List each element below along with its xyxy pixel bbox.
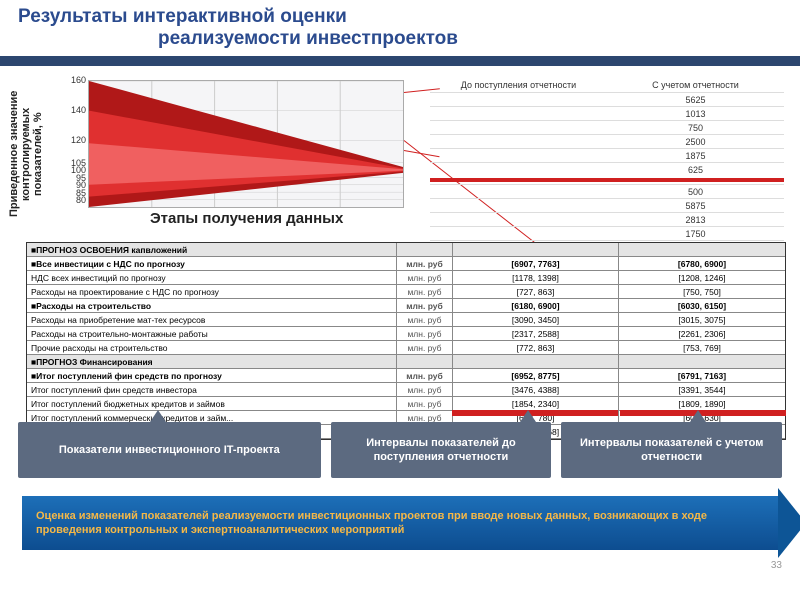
row-v2: [1208, 1246] (619, 271, 785, 284)
table-row: Расходы на приобретение мат-тех ресурсов… (27, 313, 785, 327)
red-divider (430, 178, 784, 182)
row-name: ■Расходы на строительство (27, 299, 397, 312)
table-row: Итог поступлений бюджетных кредитов и за… (27, 397, 785, 411)
row-name: Прочие расходы на строительство (27, 341, 397, 354)
row-name: НДС всех инвестиций по прогнозу (27, 271, 397, 284)
table-row: Расходы на строительно-монтажные работым… (27, 327, 785, 341)
callout-3: Интервалы показателей с учетом отчетност… (561, 422, 782, 478)
table-row: ■ПРОГНОЗ Финансирования (27, 355, 785, 369)
table-row: ■Итог поступлений фин средств по прогноз… (27, 369, 785, 383)
y-tick: 120 (68, 135, 86, 145)
row-name: Итог поступлений фин средств инвестора (27, 383, 397, 396)
y-axis-label: Приведенное значение контролируемых пока… (8, 84, 22, 224)
row-unit: млн. руб (397, 327, 453, 340)
right-col-head-1: До поступления отчетности (430, 78, 607, 92)
table-row: Расходы на проектирование с НДС по прогн… (27, 285, 785, 299)
row-v2: [6791, 7163] (619, 369, 785, 382)
row-v2: [6030, 6150] (619, 299, 785, 312)
title-line1: Результаты интерактивной оценки (18, 6, 782, 28)
right-row: 1013 (430, 106, 784, 120)
callout-pointer (150, 410, 166, 422)
right-row: 1875 (430, 148, 784, 162)
right-row: 5875 (430, 198, 784, 212)
row-unit (397, 243, 453, 256)
row-unit: млн. руб (397, 383, 453, 396)
callout-pointer (520, 410, 536, 422)
page-number: 33 (771, 560, 782, 571)
row-v2: [2261, 2306] (619, 327, 785, 340)
row-unit: млн. руб (397, 369, 453, 382)
row-v1: [772, 863] (453, 341, 619, 354)
row-unit: млн. руб (397, 341, 453, 354)
row-v1: [6180, 6900] (453, 299, 619, 312)
table-row: Прочие расходы на строительствомлн. руб[… (27, 341, 785, 355)
row-name: Расходы на приобретение мат-тех ресурсов (27, 313, 397, 326)
row-v1: [6952, 8775] (453, 369, 619, 382)
right-row: 625 (430, 162, 784, 176)
callout-2: Интервалы показателей до поступления отч… (331, 422, 552, 478)
table-row: НДС всех инвестиций по прогнозумлн. руб[… (27, 271, 785, 285)
fan-chart (88, 80, 404, 208)
row-unit: млн. руб (397, 257, 453, 270)
bottom-arrow: Оценка изменений показателей реализуемос… (22, 496, 778, 550)
row-name: Расходы на строительно-монтажные работы (27, 327, 397, 340)
row-v2 (619, 355, 785, 368)
right-row: 2500 (430, 134, 784, 148)
y-tick: 140 (68, 105, 86, 115)
row-v2: [1809, 1890] (619, 397, 785, 410)
row-v1: [1178, 1398] (453, 271, 619, 284)
row-name: ■Итог поступлений фин средств по прогноз… (27, 369, 397, 382)
header-band (0, 56, 800, 66)
row-name: Итог поступлений бюджетных кредитов и за… (27, 397, 397, 410)
stage-label: Этапы получения данных (150, 210, 343, 227)
y-tick: 160 (68, 75, 86, 85)
row-v1: [6907, 7763] (453, 257, 619, 270)
row-v1 (453, 243, 619, 256)
row-v2: [6780, 6900] (619, 257, 785, 270)
y-tick: 105 (68, 158, 86, 168)
row-name: ■ПРОГНОЗ Финансирования (27, 355, 397, 368)
table-row: ■Расходы на строительствомлн. руб[6180, … (27, 299, 785, 313)
right-row: 500 (430, 184, 784, 198)
row-unit (397, 355, 453, 368)
row-v2: [3391, 3544] (619, 383, 785, 396)
title: Результаты интерактивной оценки реализуе… (0, 0, 800, 52)
row-unit: млн. руб (397, 299, 453, 312)
row-name: ■ПРОГНОЗ ОСВОЕНИЯ капвложений (27, 243, 397, 256)
right-row: 2813 (430, 212, 784, 226)
row-v2: [753, 769] (619, 341, 785, 354)
title-line2: реализуемости инвестпроектов (158, 28, 782, 50)
callout-1: Показатели инвестиционного IT-проекта (18, 422, 321, 478)
table-row: ■Все инвестиции с НДС по прогнозумлн. ру… (27, 257, 785, 271)
row-v2 (619, 243, 785, 256)
table-row: Итог поступлений фин средств инвесторамл… (27, 383, 785, 397)
row-v1: [727, 863] (453, 285, 619, 298)
row-v1: [3476, 4388] (453, 383, 619, 396)
row-unit: млн. руб (397, 313, 453, 326)
row-unit: млн. руб (397, 397, 453, 410)
callouts: Показатели инвестиционного IT-проекта Ин… (18, 422, 782, 478)
row-name: ■Все инвестиции с НДС по прогнозу (27, 257, 397, 270)
callout-pointer (690, 410, 706, 422)
right-col-head-2: С учетом отчетности (607, 78, 784, 92)
row-unit: млн. руб (397, 271, 453, 284)
row-v1: [2317, 2588] (453, 327, 619, 340)
row-v2: [750, 750] (619, 285, 785, 298)
row-v1: [3090, 3450] (453, 313, 619, 326)
right-row: 750 (430, 120, 784, 134)
row-unit: млн. руб (397, 285, 453, 298)
table-row: ■ПРОГНОЗ ОСВОЕНИЯ капвложений (27, 243, 785, 257)
right-row: 1750 (430, 226, 784, 240)
row-v1: [1854, 2340] (453, 397, 619, 410)
right-columns: До поступления отчетности С учетом отчет… (430, 78, 784, 268)
bottom-arrow-text: Оценка изменений показателей реализуемос… (22, 496, 778, 550)
right-row: 5625 (430, 92, 784, 106)
row-v2: [3015, 3075] (619, 313, 785, 326)
row-name: Расходы на проектирование с НДС по прогн… (27, 285, 397, 298)
row-v1 (453, 355, 619, 368)
